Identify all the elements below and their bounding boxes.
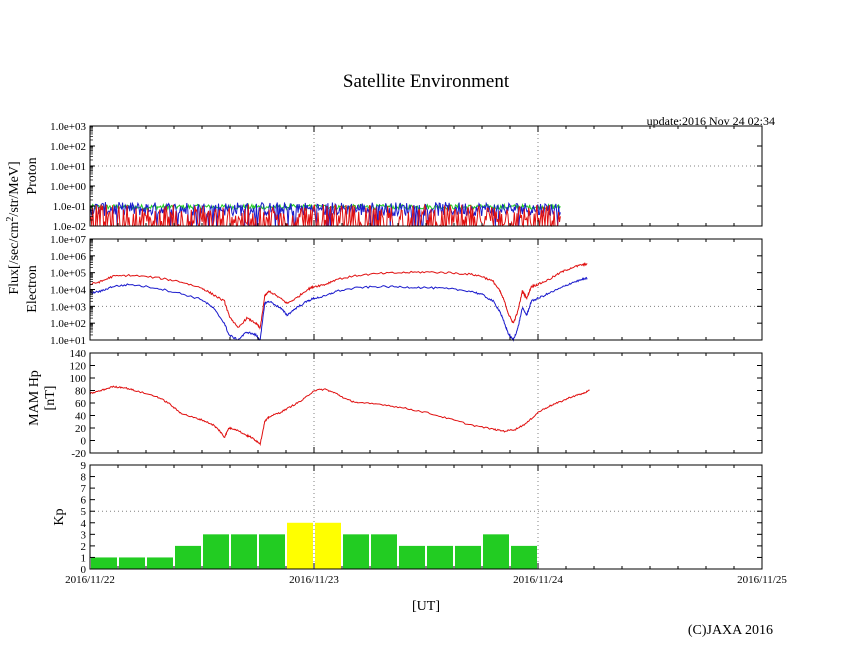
electron-ylabel: Electron xyxy=(25,265,40,312)
electron-series-blue xyxy=(89,276,588,342)
hp-ylabel-line2: [nT] xyxy=(43,386,58,411)
kp-bar-14 xyxy=(483,534,509,569)
kp-bar-11 xyxy=(399,545,425,569)
hp-series-red xyxy=(89,385,590,447)
kp-ytick-label-1: 1 xyxy=(81,552,87,564)
kp-bar-12 xyxy=(427,545,453,569)
kp-ylabel: Kp xyxy=(52,508,67,525)
electron-ytick-label-1: 1.0e+02 xyxy=(50,318,86,330)
x-axis-label: [UT] xyxy=(412,599,440,614)
shared-flux-ylabel: Flux[/sec/cm2/str/MeV] xyxy=(5,161,22,294)
kp-bar-13 xyxy=(455,545,481,569)
update-timestamp: update:2016 Nov 24 02:34 xyxy=(647,114,775,128)
electron-series-red xyxy=(89,262,588,330)
flux-label-part1: Flux[/sec/cm xyxy=(7,221,22,294)
electron-panel: 1.0e+01 1.0e+02 1.0e+03 1.0e+04 1.0e+05 1.0e+… xyxy=(25,234,763,347)
kp-bar-4 xyxy=(203,534,229,569)
hp-frame xyxy=(89,352,763,454)
electron-frame xyxy=(89,238,763,341)
proton-series-green xyxy=(89,202,561,212)
hp-ylabel: MAM Hp[nT] xyxy=(27,370,58,426)
hp-ytick-label-2: 20 xyxy=(75,423,87,435)
kp-ytick-label-4: 4 xyxy=(81,518,87,530)
x-axis-ticks: 2016/11/22 2016/11/23 2016/11/24 2016/11/25 xyxy=(65,574,787,586)
kp-ytick-label-5: 5 xyxy=(81,506,87,518)
flux-label-superscript: 2 xyxy=(5,217,16,222)
hp-ytick-label-6: 100 xyxy=(70,373,87,385)
kp-bar-3 xyxy=(175,545,201,569)
kp-bar-2 xyxy=(147,557,173,569)
copyright-text: (C)JAXA 2016 xyxy=(688,623,773,638)
panels: 1.0e-021.0e-011.0e+001.0e+011.0e+021.0e+… xyxy=(25,121,763,576)
flux-label-part2: /str/MeV] xyxy=(7,161,22,216)
kp-bar-8 xyxy=(315,522,341,569)
chart-title: Satellite Environment xyxy=(343,71,510,92)
proton-series-red xyxy=(89,203,561,228)
kp-ytick-label-9: 9 xyxy=(81,460,87,472)
electron-ytick-label-2: 1.0e+03 xyxy=(50,301,86,313)
proton-ylabel: Proton xyxy=(25,157,40,194)
hp-ytick-label-5: 80 xyxy=(75,386,87,398)
proton-ytick-label-2: 1.0e+00 xyxy=(50,181,86,193)
proton-series-blue xyxy=(89,201,561,227)
hp-ytick-label-4: 60 xyxy=(75,398,87,410)
hp-ytick-label-0: -20 xyxy=(71,448,86,460)
electron-ytick-label-3: 1.0e+04 xyxy=(50,285,86,297)
hp-ytick-label-1: 0 xyxy=(81,436,87,448)
x-tick-label-1: 2016/11/23 xyxy=(289,574,339,586)
hp-ytick-label-8: 140 xyxy=(70,348,87,360)
hp-ytick-label-7: 120 xyxy=(70,361,87,373)
kp-bar-1 xyxy=(119,557,145,569)
electron-ytick-label-6: 1.0e+07 xyxy=(50,234,86,246)
proton-ytick-label-3: 1.0e+01 xyxy=(50,161,86,173)
x-tick-label-3: 2016/11/25 xyxy=(737,574,787,586)
hp-ytick-label-3: 40 xyxy=(75,411,87,423)
kp-bar-7 xyxy=(287,522,313,569)
kp-bar-6 xyxy=(259,534,285,569)
x-tick-label-2: 2016/11/24 xyxy=(513,574,563,586)
kp-bar-9 xyxy=(343,534,369,569)
proton-ytick-label-5: 1.0e+03 xyxy=(50,121,86,133)
kp-bar-15 xyxy=(511,545,537,569)
kp-ytick-label-8: 8 xyxy=(81,472,87,484)
kp-bar-5 xyxy=(231,534,257,569)
kp-ytick-label-0: 0 xyxy=(81,564,87,576)
electron-ytick-label-0: 1.0e+01 xyxy=(50,335,86,347)
kp-ytick-label-7: 7 xyxy=(81,483,87,495)
kp-ytick-label-2: 2 xyxy=(81,541,87,553)
kp-ytick-label-6: 6 xyxy=(81,495,87,507)
electron-ytick-label-4: 1.0e+05 xyxy=(50,268,86,280)
electron-ytick-label-5: 1.0e+06 xyxy=(50,251,86,263)
proton-ytick-label-4: 1.0e+02 xyxy=(50,141,86,153)
kp-bar-0 xyxy=(91,557,117,569)
kp-bar-10 xyxy=(371,534,397,569)
proton-ytick-label-0: 1.0e-02 xyxy=(53,221,86,233)
hp-ylabel-line1: MAM Hp xyxy=(27,370,42,426)
x-tick-label-0: 2016/11/22 xyxy=(65,574,115,586)
proton-ytick-label-1: 1.0e-01 xyxy=(53,201,86,213)
kp-ytick-label-3: 3 xyxy=(81,529,87,541)
proton-panel: 1.0e-02 1.0e-01 1.0e+00 1.0e+01 1.0e+02 1.0e+… xyxy=(25,121,763,233)
